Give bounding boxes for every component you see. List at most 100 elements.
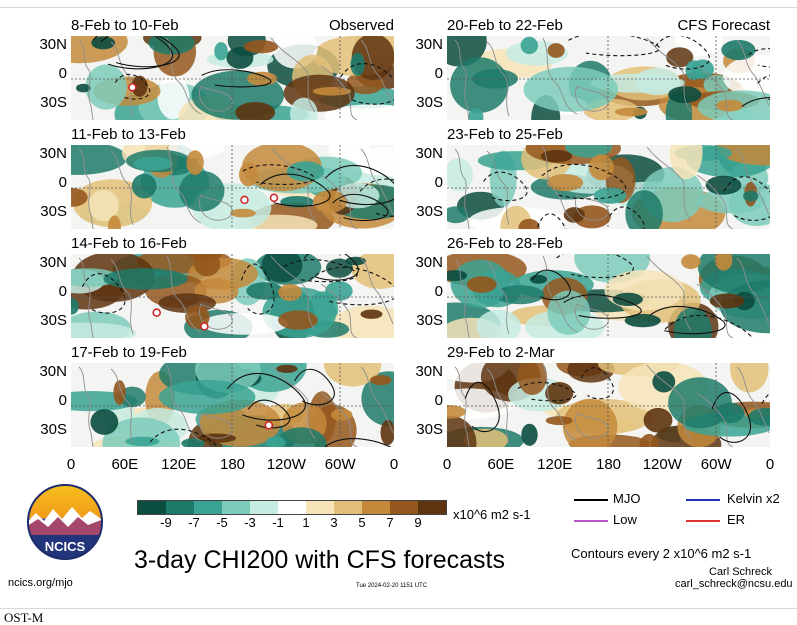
mjo-contour <box>723 176 770 221</box>
tropical-cyclone-marker <box>128 83 137 92</box>
anomaly-core <box>624 313 661 328</box>
anomaly-blob <box>158 380 256 415</box>
coastline <box>542 146 578 224</box>
coastline <box>199 412 233 439</box>
latitude-label: 30N <box>415 36 443 53</box>
footer-cut-text: OST-M <box>4 610 44 625</box>
panel-tag: Observed <box>328 17 394 34</box>
coastline <box>486 368 510 444</box>
mjo-contour <box>226 372 306 421</box>
anomaly-core <box>133 156 173 171</box>
anomaly-blob <box>71 322 137 338</box>
panel-title: 11-Feb to 13-Feb <box>71 126 186 143</box>
coastline <box>270 255 316 331</box>
anomaly-core <box>278 310 318 330</box>
panel-title: 14-Feb to 16-Feb <box>71 235 187 252</box>
anomaly-blob <box>447 158 473 192</box>
anomaly-core <box>276 364 298 373</box>
anomaly-map <box>447 254 770 338</box>
anomaly-core <box>243 40 279 54</box>
coastline <box>110 368 134 444</box>
mjo-contour <box>563 294 642 319</box>
latitude-label: 0 <box>434 392 443 409</box>
tropical-cyclone-marker <box>152 308 161 317</box>
anomaly-core <box>91 36 116 50</box>
colorbar-swatch <box>138 501 166 514</box>
anomaly-map <box>71 145 394 229</box>
latitude-label: 30S <box>416 421 443 438</box>
anomaly-core <box>743 190 759 202</box>
tropical-cyclone-marker <box>264 421 274 430</box>
anomaly-core <box>612 292 643 306</box>
colorbar-swatch <box>278 501 306 514</box>
map-panel <box>71 36 394 120</box>
colorbar-tick-label: -7 <box>188 515 200 530</box>
colorbar <box>137 500 447 515</box>
anomaly-core <box>716 99 743 112</box>
coastline <box>736 366 770 434</box>
coastline <box>199 194 233 221</box>
latitude-label: 30S <box>40 203 67 220</box>
coastline <box>486 41 510 117</box>
contour-note: Contours every 2 x10^6 m2 s-1 <box>571 546 752 561</box>
tropical-cyclone-marker <box>269 193 279 203</box>
legend-line-er <box>686 520 720 522</box>
mjo-contour <box>324 438 392 447</box>
map-panel <box>447 36 770 120</box>
anomaly-blob <box>523 66 619 112</box>
latitude-label: 30S <box>40 421 67 438</box>
colorbar-swatch <box>194 501 222 514</box>
mjo-contour <box>259 173 331 207</box>
anomaly-core <box>194 254 221 277</box>
anomaly-core <box>668 86 702 103</box>
panel-title: 29-Feb to 2-Mar <box>447 344 555 361</box>
latitude-label: 0 <box>434 283 443 300</box>
anomaly-core <box>280 196 314 208</box>
coastline <box>575 412 609 439</box>
anomaly-core <box>588 154 614 181</box>
coastline <box>575 303 609 330</box>
legend-line-kelvin <box>686 499 720 501</box>
author-name: Carl Schreck <box>709 566 772 578</box>
latitude-label: 30S <box>416 312 443 329</box>
mjo-contour <box>556 254 634 279</box>
anomaly-core <box>246 71 278 86</box>
tropical-cyclone-marker <box>240 195 249 205</box>
anomaly-blob <box>323 104 394 120</box>
anomaly-map <box>447 145 770 229</box>
longitude-label: 0 <box>765 456 775 473</box>
coastline <box>454 257 470 338</box>
anomaly-blob <box>447 416 477 447</box>
mjo-contour <box>309 266 394 306</box>
latitude-label: 30N <box>415 145 443 162</box>
top-separator <box>0 7 797 8</box>
anomaly-blob <box>325 258 353 278</box>
coastline <box>736 39 770 107</box>
longitude-label: 120E <box>537 456 573 473</box>
longitude-label: 60W <box>700 456 732 473</box>
anomaly-core <box>643 407 673 433</box>
coastline <box>78 39 94 120</box>
anomaly-blob <box>625 190 663 229</box>
anomaly-core <box>76 83 91 93</box>
colorbar-swatch <box>166 501 194 514</box>
anomaly-core <box>345 256 366 266</box>
mjo-contour <box>294 368 335 406</box>
legend-label-low: Low <box>613 512 637 527</box>
anomaly-blob <box>447 206 469 224</box>
latitude-label: 30S <box>416 203 443 220</box>
site-link[interactable]: ncics.org/mjo <box>8 577 73 589</box>
anomaly-core <box>131 173 157 199</box>
panel-title: 26-Feb to 28-Feb <box>447 235 563 252</box>
anomaly-core <box>278 284 302 301</box>
latitude-label: 30N <box>39 363 67 380</box>
coastline <box>736 148 770 216</box>
coastline <box>542 364 578 442</box>
coastline <box>696 65 734 120</box>
colorbar-swatch <box>250 501 278 514</box>
anomaly-core <box>447 405 466 419</box>
coastline <box>454 148 470 229</box>
latitude-label: 0 <box>58 392 67 409</box>
anomaly-blob <box>323 363 382 387</box>
anomaly-core <box>370 375 392 386</box>
